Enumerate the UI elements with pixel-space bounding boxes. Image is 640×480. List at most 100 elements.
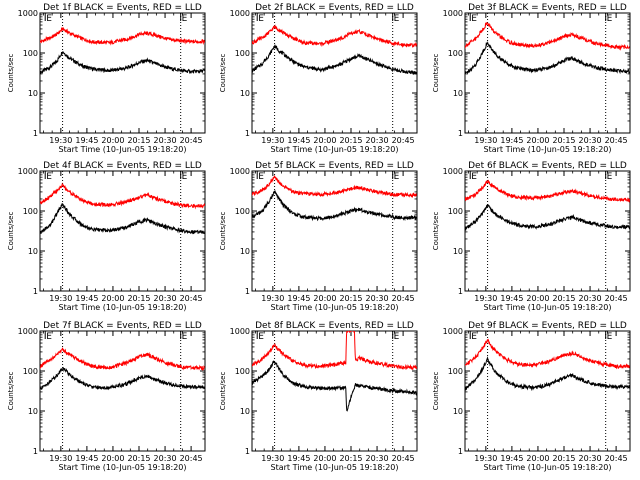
- x-tick-label: 20:00: [101, 454, 124, 463]
- x-tick-label: 20:30: [366, 454, 389, 463]
- series-line-lld: [465, 338, 630, 370]
- series-line-lld: [252, 174, 417, 199]
- detector-panel-2: Det 2f BLACK = Events, RED = LLD 1 10 100 10…: [219, 3, 418, 154]
- x-tick-label: 20:45: [180, 454, 203, 463]
- y-tick-label: 10: [240, 247, 250, 256]
- event-marker-label: E: [607, 14, 613, 24]
- x-tick-label: 20:30: [366, 294, 389, 303]
- y-tick-label: 1: [245, 129, 250, 138]
- x-tick-label: 20:00: [313, 454, 336, 463]
- y-tick-label: 1: [245, 447, 250, 456]
- x-tick-label: 19:30: [474, 454, 497, 463]
- x-tick-label: 20:30: [154, 294, 177, 303]
- x-tick-label: 19:30: [49, 294, 72, 303]
- x-tick-label: 20:15: [552, 454, 575, 463]
- panel-title: Det 1f BLACK = Events, RED = LLD: [43, 3, 202, 13]
- x-tick-label: 19:30: [49, 454, 72, 463]
- series-line-lld: [465, 179, 630, 203]
- y-tick-label: 10: [240, 407, 250, 416]
- x-axis-label: Start Time (10-Jun-05 19:18:20): [484, 463, 612, 472]
- detector-panel-9: Det 9f BLACK = Events, RED = LLD 1 10 100 10…: [432, 321, 631, 472]
- y-axis: 1 10 100 1000 Counts/sec: [7, 167, 205, 296]
- series-line-lld: [252, 331, 417, 370]
- series-line-lld: [465, 21, 630, 51]
- y-axis-label: Counts/sec: [432, 212, 440, 251]
- series-line-events: [40, 202, 205, 235]
- x-axis-label: Start Time (10-Jun-05 19:18:20): [484, 145, 612, 154]
- plot-frame: [251, 330, 418, 452]
- x-tick-label: 19:45: [287, 454, 310, 463]
- y-tick-label: 1: [33, 129, 38, 138]
- panel-title: Det 2f BLACK = Events, RED = LLD: [255, 3, 414, 13]
- x-tick-label: 19:45: [500, 136, 523, 145]
- x-tick-label: 20:30: [154, 136, 177, 145]
- panel-title: Det 9f BLACK = Events, RED = LLD: [468, 321, 627, 331]
- y-axis: 1 10 100 1000 Counts/sec: [432, 327, 630, 456]
- y-tick-label: 100: [448, 207, 463, 216]
- series-line-events: [465, 356, 630, 392]
- y-axis: 1 10 100 1000 Counts/sec: [432, 167, 630, 296]
- x-tick-label: 20:00: [101, 136, 124, 145]
- x-tick-label: 20:15: [552, 136, 575, 145]
- detector-panel-3: Det 3f BLACK = Events, RED = LLD 1 10 100 10…: [432, 3, 631, 154]
- panel-title: Det 3f BLACK = Events, RED = LLD: [468, 3, 627, 13]
- x-tick-label: 19:45: [287, 136, 310, 145]
- x-tick-label: 20:15: [339, 294, 362, 303]
- panel-title: Det 5f BLACK = Events, RED = LLD: [255, 161, 414, 171]
- y-axis: 1 10 100 1000 Counts/sec: [432, 9, 630, 138]
- series-line-events: [252, 189, 417, 222]
- y-tick-label: 10: [453, 407, 463, 416]
- detector-panel-5: Det 5f BLACK = Events, RED = LLD 1 10 100 10…: [219, 161, 418, 312]
- x-tick-label: 20:15: [127, 454, 150, 463]
- x-tick-label: 20:15: [339, 454, 362, 463]
- y-tick-label: 1: [245, 287, 250, 296]
- y-tick-label: 100: [235, 207, 250, 216]
- series-line-events: [465, 203, 630, 231]
- y-tick-label: 1: [458, 287, 463, 296]
- detector-panel-8: Det 8f BLACK = Events, RED = LLD 1 10 100 10…: [219, 321, 418, 472]
- y-tick-label: 1: [458, 129, 463, 138]
- event-marker-label: E: [182, 172, 188, 182]
- x-tick-label: 19:30: [261, 294, 284, 303]
- y-tick-label: 100: [235, 367, 250, 376]
- event-marker-label: E: [46, 172, 52, 182]
- x-tick-label: 19:45: [500, 294, 523, 303]
- event-marker-label: E: [471, 332, 477, 342]
- y-axis: 1 10 100 1000 Counts/sec: [7, 327, 205, 456]
- y-axis: 1 10 100 1000 Counts/sec: [219, 327, 417, 456]
- y-tick-label: 100: [23, 49, 38, 58]
- x-tick-label: 20:00: [526, 294, 549, 303]
- event-marker-label: E: [182, 332, 188, 342]
- y-tick-label: 1000: [18, 167, 38, 176]
- x-tick-label: 19:30: [49, 136, 72, 145]
- y-tick-label: 1000: [230, 167, 250, 176]
- x-tick-label: 20:00: [101, 294, 124, 303]
- event-marker-label: E: [46, 14, 52, 24]
- y-axis-label: Counts/sec: [7, 372, 15, 411]
- series-line-lld: [252, 24, 417, 48]
- series-line-events: [40, 366, 205, 391]
- x-axis-label: Start Time (10-Jun-05 19:18:20): [484, 303, 612, 312]
- y-tick-label: 10: [28, 89, 38, 98]
- y-tick-label: 10: [28, 407, 38, 416]
- x-tick-label: 19:45: [75, 454, 98, 463]
- series-line-lld: [40, 347, 205, 372]
- event-marker-label: E: [394, 14, 400, 24]
- x-tick-label: 20:45: [605, 294, 628, 303]
- y-tick-label: 1000: [443, 327, 463, 336]
- series-line-events: [465, 41, 630, 75]
- x-tick-label: 20:15: [339, 136, 362, 145]
- series-line-events: [40, 51, 205, 75]
- y-axis-label: Counts/sec: [219, 54, 227, 93]
- y-tick-label: 1: [458, 447, 463, 456]
- plot-frame: [39, 170, 206, 292]
- y-tick-label: 100: [23, 207, 38, 216]
- y-axis-label: Counts/sec: [219, 212, 227, 251]
- x-tick-label: 20:15: [552, 294, 575, 303]
- x-tick-label: 19:45: [75, 294, 98, 303]
